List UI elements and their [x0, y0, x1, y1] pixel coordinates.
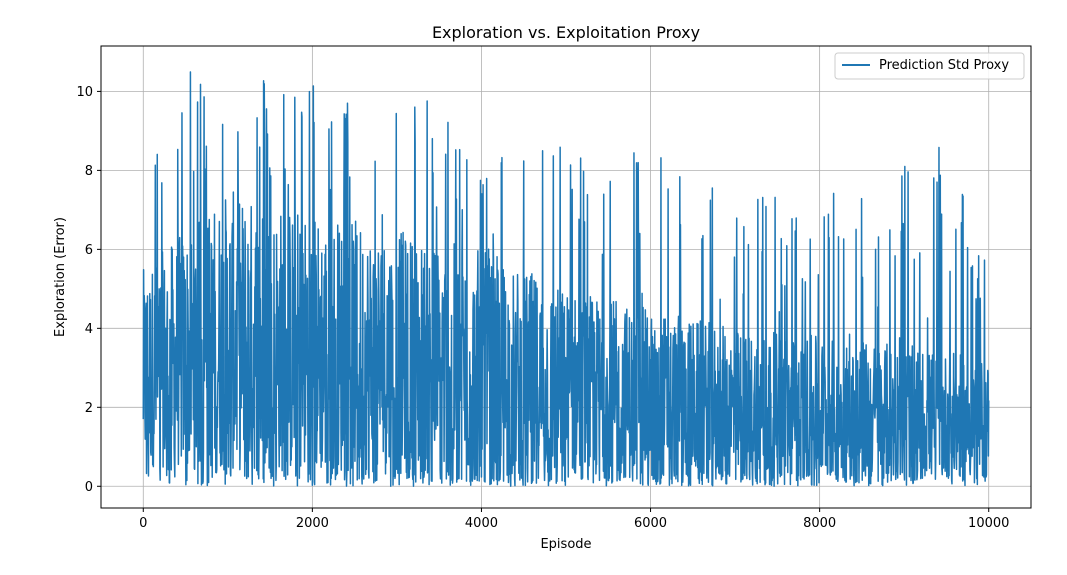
y-tick-label: 10: [76, 85, 93, 100]
y-tick-label: 8: [85, 164, 93, 179]
y-tick-label: 2: [85, 401, 93, 416]
y-tick-label: 4: [85, 322, 93, 337]
x-tick-label: 4000: [465, 516, 498, 531]
y-axis-label: Exploration (Error): [53, 217, 68, 337]
plot-frame: [100, 45, 1032, 509]
x-axis: 0 2000 4000 6000 8000 10000: [139, 508, 1009, 531]
x-tick-label: 6000: [634, 516, 667, 531]
legend-label: Prediction Std Proxy: [879, 58, 1009, 73]
x-tick-label: 0: [139, 516, 147, 531]
x-tick-label: 10000: [968, 516, 1009, 531]
series-prediction-std-proxy: [142, 71, 990, 488]
chart-title: Exploration vs. Exploitation Proxy: [432, 23, 700, 42]
legend[interactable]: Prediction Std Proxy: [834, 52, 1025, 80]
y-tick-label: 0: [85, 480, 93, 495]
series-line: [142, 71, 990, 488]
y-axis: 0 2 4 6 8 10: [76, 85, 101, 495]
x-tick-label: 8000: [803, 516, 836, 531]
legend-box: [834, 52, 1025, 80]
x-axis-label: Episode: [540, 537, 591, 552]
x-tick-label: 2000: [296, 516, 329, 531]
y-tick-label: 6: [85, 243, 93, 258]
